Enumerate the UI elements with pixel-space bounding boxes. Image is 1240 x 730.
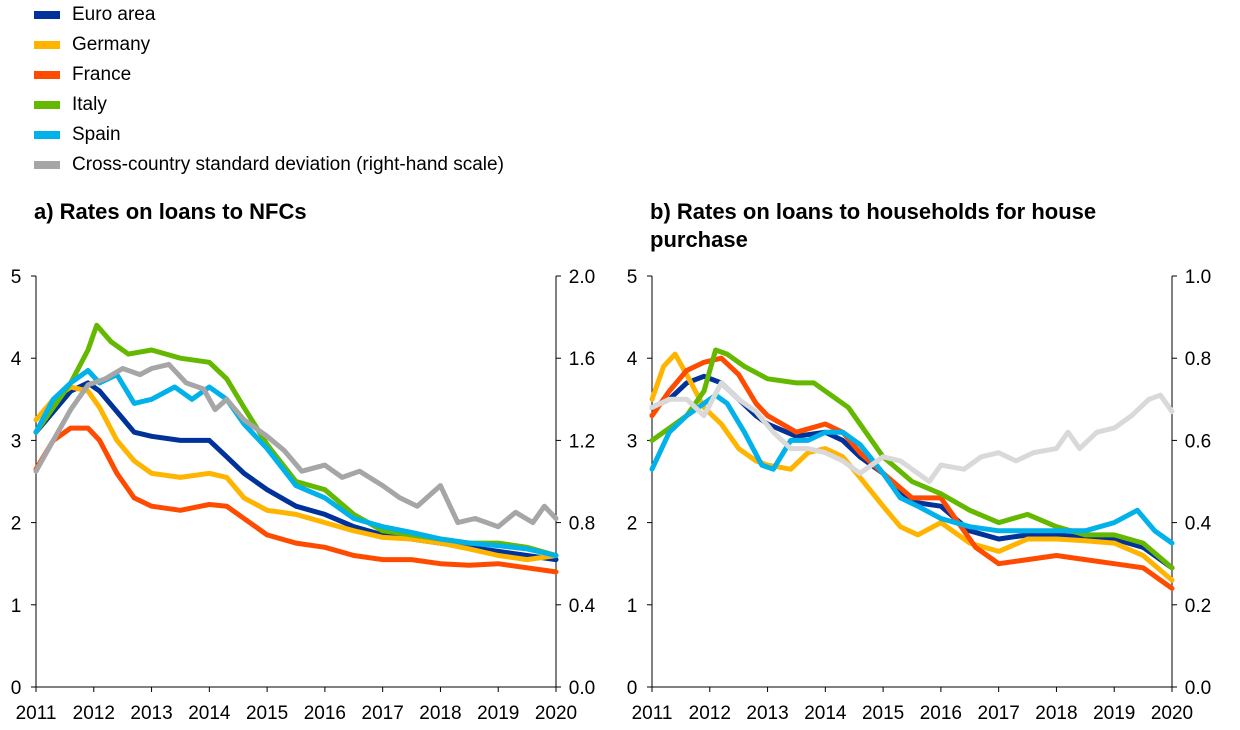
x-tick-label: 2019 xyxy=(1093,703,1135,724)
series-line-germany xyxy=(33,384,559,563)
x-tick-label: 2017 xyxy=(362,703,404,724)
legend-swatch xyxy=(34,11,60,19)
y-tick-label: 2 xyxy=(627,514,638,535)
x-tick-label: 2017 xyxy=(978,703,1020,724)
legend-label: Euro area xyxy=(72,4,156,25)
legend-label: France xyxy=(72,64,132,85)
x-tick-label: 2020 xyxy=(535,703,577,724)
y-tick-label: 5 xyxy=(11,267,22,288)
legend-item-spain: Spain xyxy=(34,120,504,150)
x-tick-label: 2019 xyxy=(477,703,519,724)
y-tick-label: 4 xyxy=(11,349,22,370)
legend-label: Germany xyxy=(72,34,151,55)
legend-item-italy: Italy xyxy=(34,90,504,120)
y2-tick-label: 2.0 xyxy=(569,267,595,288)
x-tick-label: 2018 xyxy=(419,703,461,724)
legend-label: Spain xyxy=(72,124,121,145)
legend-swatch xyxy=(34,71,60,79)
y2-tick-label: 0.0 xyxy=(1185,678,1211,699)
y2-tick-label: 0.0 xyxy=(569,678,595,699)
legend-swatch xyxy=(34,41,60,49)
legend-item-germany: Germany xyxy=(34,30,504,60)
y2-tick-label: 0.4 xyxy=(569,596,596,617)
series-line-euro-area xyxy=(649,373,1175,571)
y-tick-label: 2 xyxy=(11,514,22,535)
y2-tick-label: 0.8 xyxy=(569,514,595,535)
legend-swatch xyxy=(34,161,60,169)
legend-item-euro-area: Euro area xyxy=(34,0,504,30)
series-line-spain xyxy=(649,392,1175,546)
x-tick-label: 2015 xyxy=(246,703,288,724)
y2-tick-label: 1.2 xyxy=(569,431,595,452)
y-tick-label: 1 xyxy=(11,596,22,617)
series-line-italy xyxy=(649,347,1175,571)
x-tick-label: 2016 xyxy=(920,703,962,724)
y2-tick-label: 1.6 xyxy=(569,349,595,370)
y2-tick-label: 0.2 xyxy=(1185,596,1211,617)
x-tick-label: 2014 xyxy=(804,703,847,724)
legend-label: Italy xyxy=(72,94,107,115)
x-tick-label: 2011 xyxy=(632,703,673,724)
x-tick-label: 2012 xyxy=(689,703,731,724)
legend-item-std-dev: Cross-country standard deviation (right-… xyxy=(34,150,504,180)
y2-tick-label: 0.4 xyxy=(1185,514,1212,535)
series-line-cross-country-standard-deviation-right-hand-scale- xyxy=(33,361,559,530)
series-line-cross-country-standard-deviation-right-hand-scale- xyxy=(649,380,1175,484)
y2-tick-label: 0.6 xyxy=(1185,431,1211,452)
chart-title-households: b) Rates on loans to households for hous… xyxy=(650,199,1097,252)
y-tick-label: 1 xyxy=(627,596,638,617)
x-tick-label: 2016 xyxy=(304,703,346,724)
chart-panel-0: 0 1 2 3 4 5 0.0 0.4 0.8 1.2 1.6 2.0 2011 2012 2013 2014… xyxy=(11,267,596,724)
x-tick-label: 2020 xyxy=(1151,703,1193,724)
chart-title-nfc: a) Rates on loans to NFCs xyxy=(34,199,307,224)
x-tick-label: 2012 xyxy=(73,703,115,724)
y-tick-label: 3 xyxy=(11,431,22,452)
x-tick-label: 2018 xyxy=(1035,703,1077,724)
legend-swatch xyxy=(34,131,60,139)
y-tick-label: 0 xyxy=(627,678,638,699)
x-tick-label: 2013 xyxy=(746,703,788,724)
series-line-france xyxy=(33,425,559,575)
y-tick-label: 0 xyxy=(11,678,22,699)
y-tick-label: 3 xyxy=(627,431,638,452)
legend-label: Cross-country standard deviation (right-… xyxy=(72,154,504,175)
y-tick-label: 5 xyxy=(627,267,638,288)
x-tick-label: 2011 xyxy=(16,703,57,724)
x-tick-label: 2015 xyxy=(862,703,904,724)
x-tick-label: 2013 xyxy=(130,703,172,724)
chart-legend: Euro area Germany France Italy Spain Cro… xyxy=(34,0,504,180)
y2-tick-label: 0.8 xyxy=(1185,349,1211,370)
y2-tick-label: 1.0 xyxy=(1185,267,1211,288)
chart-panel-1: 0 1 2 3 4 5 0.0 0.2 0.4 0.6 0.8 1.0 2011 2012 2013 2014… xyxy=(627,267,1212,724)
legend-item-france: France xyxy=(34,60,504,90)
legend-swatch xyxy=(34,101,60,109)
y-tick-label: 4 xyxy=(627,349,638,370)
x-tick-label: 2014 xyxy=(188,703,231,724)
